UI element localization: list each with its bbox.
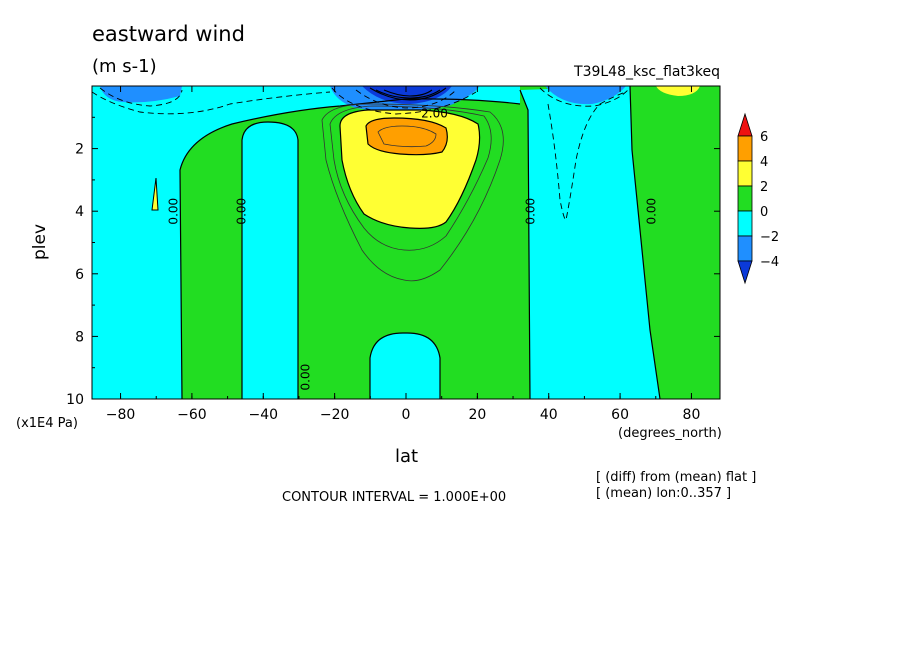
x-tick-label: −40 bbox=[248, 407, 278, 423]
sliver-outline bbox=[151, 177, 159, 211]
y-tick-label: 6 bbox=[75, 267, 84, 283]
inner-contour-1 bbox=[377, 125, 437, 148]
x-tick-label: 40 bbox=[540, 407, 558, 423]
y-tick-label: 10 bbox=[66, 392, 84, 408]
dashed-contour-north bbox=[547, 91, 627, 221]
zero-contour-south bbox=[179, 98, 521, 399]
colorbar-segment bbox=[737, 160, 753, 187]
chart-title: eastward wind bbox=[92, 22, 245, 46]
colorbar-label: −2 bbox=[760, 230, 779, 245]
x-axis-units: (degrees_north) bbox=[618, 426, 722, 441]
x-tick-label: −80 bbox=[106, 407, 136, 423]
negative-region-south bbox=[92, 86, 520, 399]
y-tick-label: 8 bbox=[75, 329, 84, 345]
colorbar-segment bbox=[737, 135, 753, 162]
contour-label: 0.00 bbox=[299, 364, 313, 391]
y-axis-units: (x1E4 Pa) bbox=[16, 416, 78, 431]
y-tick-label: 4 bbox=[75, 204, 84, 220]
colorbar-top-arrow bbox=[737, 112, 753, 137]
contour-labels: 0.00 0.00 0.00 0.00 0.00 2.00 bbox=[167, 107, 659, 391]
note-mean: [ (mean) lon:0..357 ] bbox=[596, 486, 732, 501]
contour-label: 0.00 bbox=[167, 198, 181, 225]
colorbar-label: 6 bbox=[760, 130, 768, 145]
contour-label: 0.00 bbox=[645, 198, 659, 225]
strong-negative-top-north bbox=[545, 86, 626, 105]
colorbar-segment bbox=[737, 210, 753, 237]
dashed-contour-top-center bbox=[331, 87, 477, 115]
x-tick-label: 0 bbox=[402, 407, 411, 423]
zero-contour-south-tongue bbox=[241, 121, 299, 399]
y-tick-label: 2 bbox=[75, 142, 84, 158]
contour-label: 0.00 bbox=[523, 198, 537, 225]
note-diff: [ (diff) from (mean) flat ] bbox=[596, 470, 757, 485]
y-axis: 2 4 6 8 10 bbox=[66, 116, 720, 408]
dashed-contour-top-south bbox=[92, 87, 331, 115]
colorbar-label: 0 bbox=[760, 205, 768, 220]
zero-contour-equator bbox=[369, 332, 441, 399]
colorbar-segment bbox=[737, 185, 753, 212]
x-tick-label: −60 bbox=[177, 407, 207, 423]
colorbar-label: 2 bbox=[760, 180, 768, 195]
positive-contour-jet-core bbox=[365, 117, 448, 156]
chart-units: (m s-1) bbox=[92, 56, 157, 77]
x-tick-label: 80 bbox=[683, 407, 701, 423]
x-axis-label: lat bbox=[395, 446, 419, 467]
contour-interval: CONTOUR INTERVAL = 1.000E+00 bbox=[282, 490, 507, 505]
colorbar-label: 4 bbox=[760, 155, 768, 170]
positive-region-north-top bbox=[656, 86, 700, 96]
dense-contours-top bbox=[369, 87, 447, 101]
x-tick-label: −20 bbox=[320, 407, 350, 423]
colorbar-segment bbox=[737, 235, 753, 262]
negative-region-south-tongue bbox=[242, 122, 298, 399]
negative-region-equator-bottom bbox=[370, 332, 440, 399]
contour-label: 0.00 bbox=[234, 198, 248, 225]
contour-label: 2.00 bbox=[421, 107, 448, 121]
colorbar: 6 4 2 0 −2 −4 bbox=[737, 112, 779, 285]
colorbar-label: −4 bbox=[760, 255, 779, 270]
x-tick-label: 60 bbox=[611, 407, 629, 423]
x-tick-label: 20 bbox=[468, 407, 486, 423]
x-axis: −80 −60 −40 −20 0 20 40 60 80 bbox=[106, 86, 701, 423]
colorbar-bottom-arrow bbox=[737, 260, 753, 285]
negative-region-north bbox=[520, 86, 660, 399]
zero-contour-north bbox=[519, 86, 661, 399]
contour-lines bbox=[92, 86, 661, 399]
y-axis-label: plev bbox=[30, 223, 51, 261]
weak-contour-jet-outer bbox=[321, 103, 504, 282]
contour-field bbox=[92, 86, 720, 399]
run-label: T39L48_ksc_flat3keq bbox=[574, 64, 720, 80]
positive-contour-jet bbox=[339, 109, 481, 229]
